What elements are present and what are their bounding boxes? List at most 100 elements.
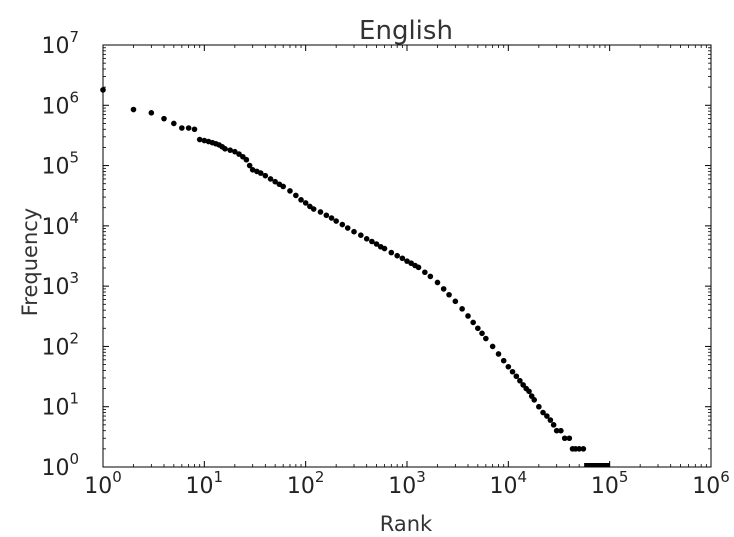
y-tick-label-exponent: 4: [69, 209, 79, 227]
data-point: [227, 147, 233, 153]
data-point: [179, 125, 185, 131]
y-tick-label-exponent: 6: [69, 88, 79, 106]
y-tick-label: 100: [41, 450, 79, 481]
y-tick-label-base: 10: [41, 275, 69, 300]
data-point: [580, 446, 587, 452]
y-tick-label-exponent: 7: [69, 28, 79, 46]
data-point: [446, 291, 452, 298]
data-point: [287, 188, 293, 194]
data-point: [344, 225, 351, 231]
x-tick-label-exponent: 1: [214, 468, 224, 486]
y-tick-label-base: 10: [41, 155, 69, 180]
x-axis-title: Rank: [380, 512, 433, 536]
data-point: [222, 145, 228, 152]
y-axis-title: Frequency: [18, 208, 42, 317]
plot-frame: [102, 44, 712, 468]
data-point: [540, 409, 546, 416]
data-point: [130, 106, 137, 113]
data-point: [196, 136, 203, 143]
data-point: [440, 286, 447, 292]
y-tick-label: 103: [41, 269, 79, 300]
y-tick-label-exponent: 2: [69, 329, 79, 347]
data-point: [363, 236, 370, 242]
data-point: [550, 422, 557, 428]
x-tick-label: 103: [388, 468, 426, 499]
data-point: [302, 200, 309, 206]
data-point: [369, 238, 375, 245]
y-tick-label: 101: [41, 390, 79, 421]
x-tick-label-base: 10: [287, 474, 315, 499]
y-tick-label: 107: [41, 28, 79, 59]
data-point: [171, 120, 177, 127]
data-point: [513, 373, 520, 380]
data-point: [323, 212, 330, 219]
data-point: [465, 313, 471, 319]
data-point: [526, 388, 532, 395]
data-point: [509, 368, 516, 375]
data-point: [328, 215, 335, 221]
y-tick-label: 105: [41, 149, 79, 180]
y-tick-label-exponent: 3: [69, 269, 79, 287]
y-tick-label-exponent: 1: [69, 390, 79, 408]
x-tick-label-base: 10: [186, 474, 214, 499]
data-point: [185, 125, 192, 131]
x-tick-label: 100: [84, 468, 122, 499]
data-point: [148, 110, 155, 116]
data-point: [399, 255, 406, 262]
data-point: [161, 115, 167, 122]
data-point: [246, 162, 253, 169]
data-point: [459, 306, 465, 312]
y-tick-label-base: 10: [41, 94, 69, 119]
x-tick-label-exponent: 3: [416, 468, 426, 486]
data-point: [394, 252, 400, 259]
data-point: [339, 221, 346, 228]
data-point: [317, 209, 324, 215]
data-point: [470, 319, 476, 326]
y-tick-label-base: 10: [41, 215, 69, 240]
data-point: [422, 269, 428, 276]
data-point: [536, 403, 542, 410]
data-point: [576, 446, 582, 452]
data-point: [280, 183, 286, 190]
chart-title: English: [359, 16, 453, 46]
data-point: [452, 298, 459, 305]
data-point: [517, 377, 523, 384]
x-tick-label-exponent: 0: [112, 468, 122, 486]
data-point: [404, 258, 410, 264]
data-point: [479, 330, 485, 337]
data-point: [333, 218, 339, 224]
data-point: [483, 335, 489, 342]
data-point: [500, 357, 507, 364]
data-point: [257, 170, 264, 176]
x-tick-label: 104: [490, 468, 528, 499]
y-tick-label-base: 10: [41, 456, 69, 481]
data-point: [232, 148, 238, 155]
y-tick-label: 102: [41, 329, 79, 360]
data-point: [415, 264, 422, 271]
x-tick-label-exponent: 2: [315, 468, 325, 486]
data-point: [531, 397, 537, 403]
data-point: [475, 325, 481, 332]
data-point: [262, 172, 269, 179]
data-point: [191, 126, 198, 133]
data-point: [495, 351, 502, 357]
data-point: [351, 228, 357, 235]
data-point: [561, 435, 568, 442]
data-point: [298, 197, 304, 203]
x-tick-label: 101: [186, 468, 224, 499]
x-axis-ticks: 100 101 102 103 104 105 106: [84, 45, 730, 499]
data-point: [272, 178, 278, 185]
data-point: [434, 279, 441, 286]
y-tick-label-base: 10: [41, 335, 69, 360]
data-point: [547, 417, 554, 423]
data-point: [310, 206, 317, 212]
x-tick-label-exponent: 6: [720, 468, 730, 486]
data-point: [553, 427, 560, 434]
x-tick-label-exponent: 5: [619, 468, 629, 486]
data-point: [505, 363, 512, 370]
y-tick-label-base: 10: [41, 34, 69, 59]
x-tick-label-base: 10: [490, 474, 518, 499]
